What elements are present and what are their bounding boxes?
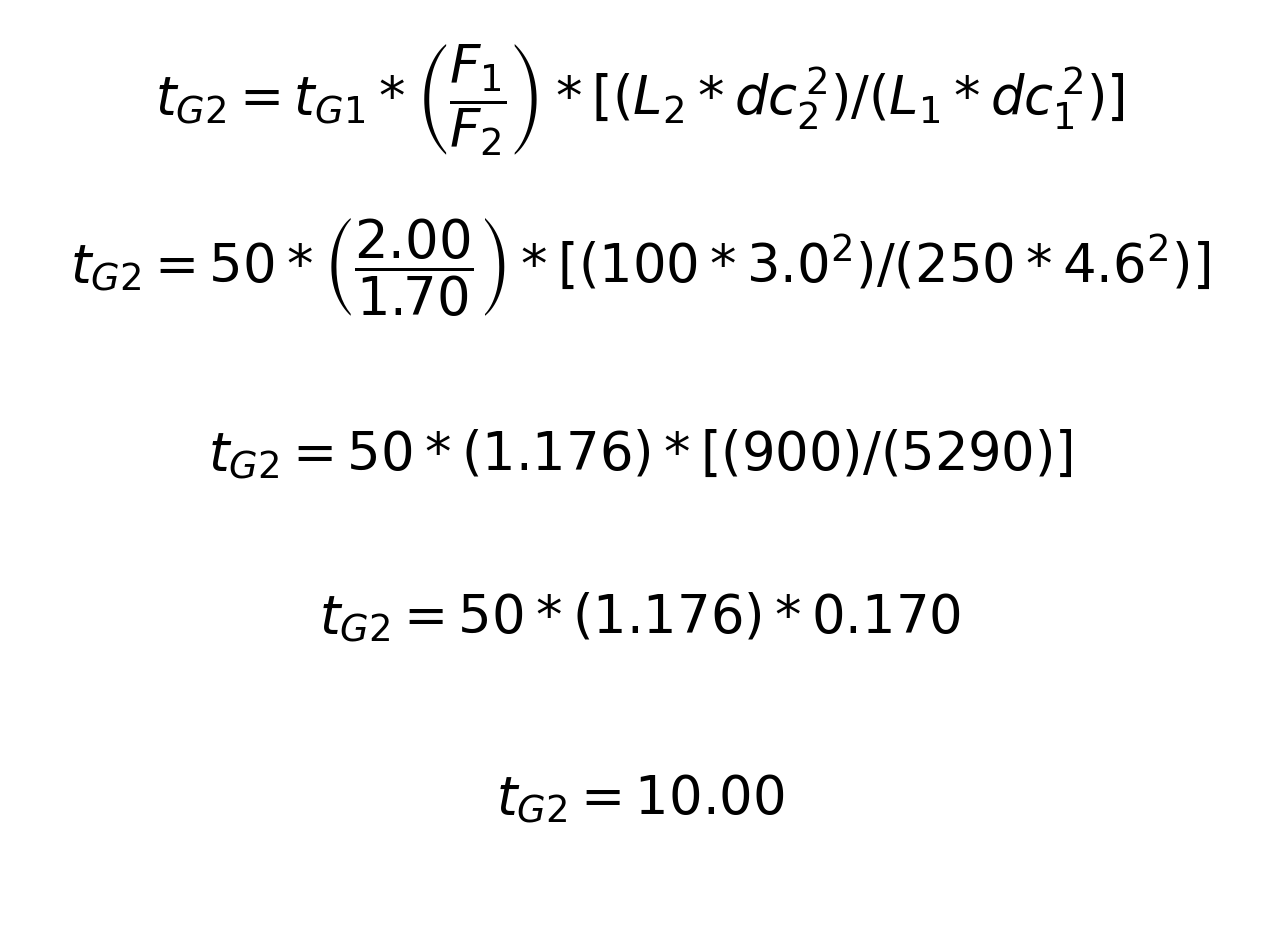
Text: $t_{G2} = t_{G1} * \left(\dfrac{F_1}{F_2}\right) * [(L_2 * dc_2^{\,2})/(L_1 * dc: $t_{G2} = t_{G1} * \left(\dfrac{F_1}{F_2… (155, 42, 1125, 158)
Text: $t_{G2} = 50 * \left(\dfrac{2.00}{1.70}\right) * [(100 * 3.0^{2})/(250 * 4.6^{2}: $t_{G2} = 50 * \left(\dfrac{2.00}{1.70}\… (70, 217, 1210, 319)
Text: $t_{G2} = 10.00$: $t_{G2} = 10.00$ (495, 773, 785, 826)
Text: $t_{G2} = 50 * (1.176) * [(900)/(5290)]$: $t_{G2} = 50 * (1.176) * [(900)/(5290)]$ (207, 428, 1073, 482)
Text: $t_{G2} = 50 * (1.176) * 0.170$: $t_{G2} = 50 * (1.176) * 0.170$ (319, 591, 961, 645)
